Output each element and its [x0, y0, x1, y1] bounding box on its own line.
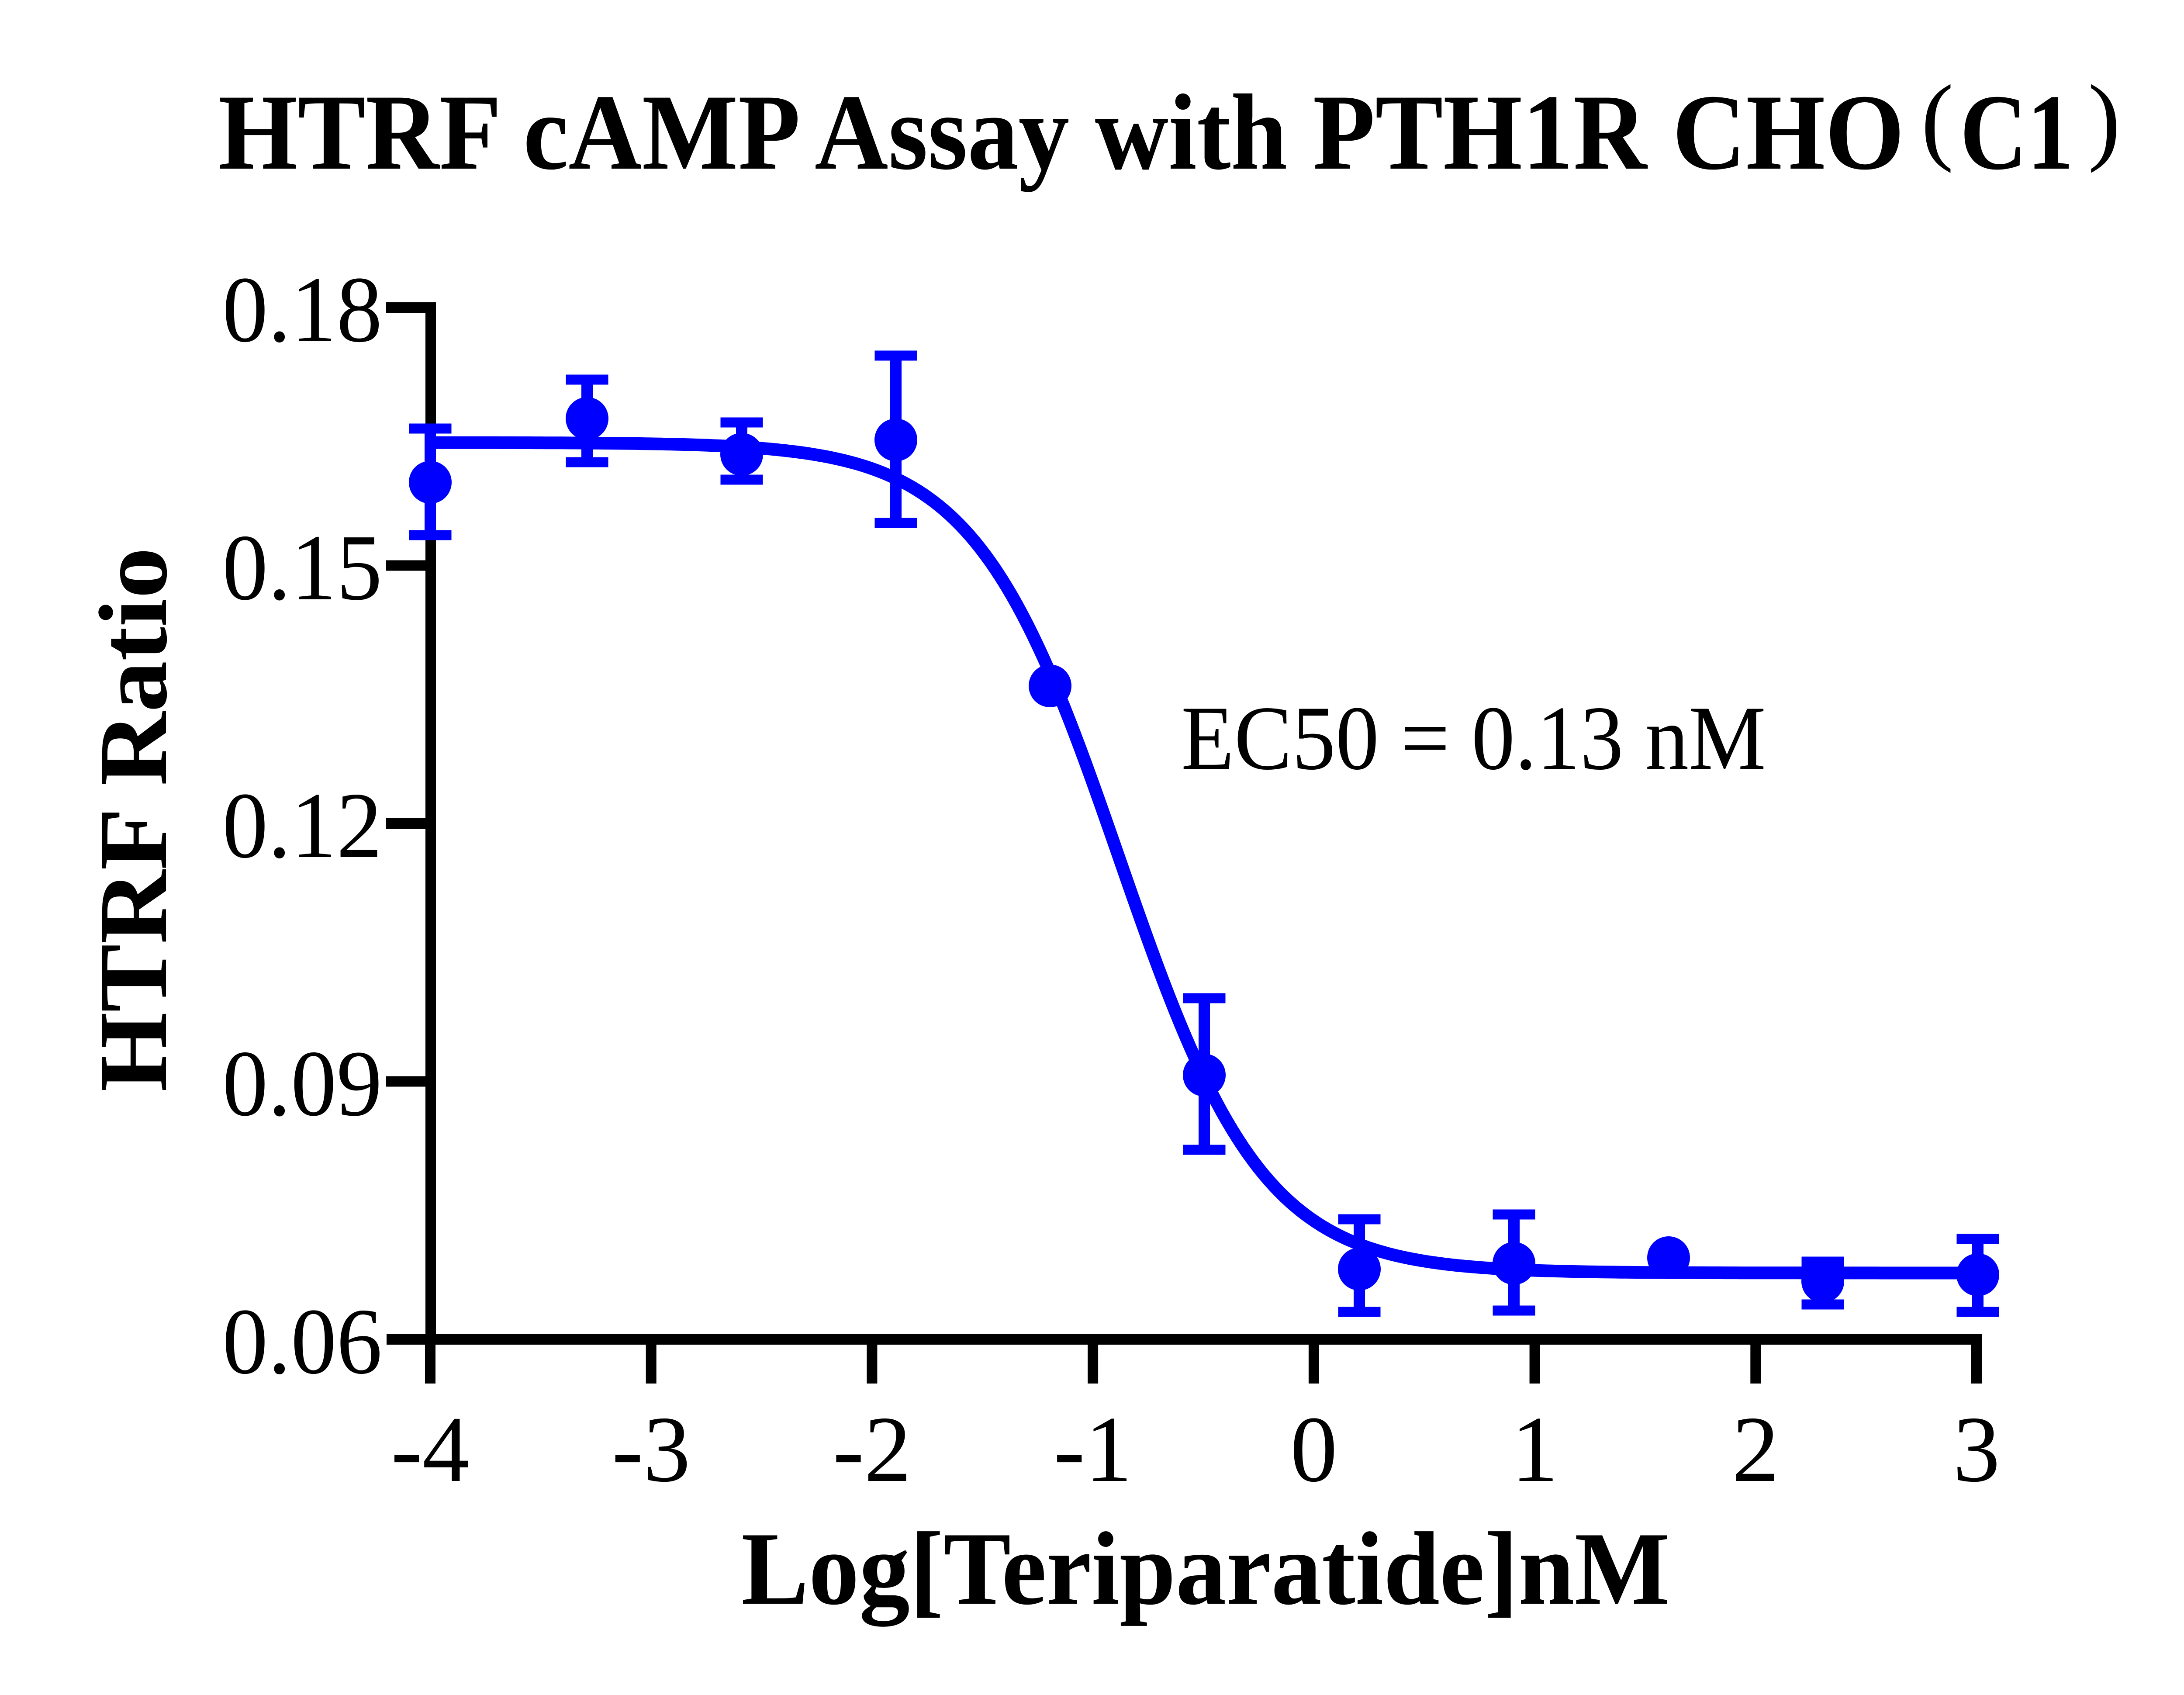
svg-text:1: 1 [1511, 1397, 1559, 1501]
svg-text:0.12: 0.12 [222, 773, 382, 878]
svg-text:0.18: 0.18 [222, 257, 382, 362]
svg-text:0.06: 0.06 [222, 1289, 382, 1394]
svg-text:-2: -2 [833, 1397, 911, 1501]
svg-text:-4: -4 [391, 1397, 470, 1501]
svg-text:-1: -1 [1054, 1397, 1132, 1501]
svg-text:C1: C1 [1960, 72, 2073, 192]
svg-text:0.15: 0.15 [222, 515, 382, 620]
svg-text:0: 0 [1290, 1397, 1337, 1501]
svg-text:HTRF cAMP Assay with PTH1R CHO: HTRF cAMP Assay with PTH1R CHO [218, 72, 1904, 192]
svg-text:0.09: 0.09 [222, 1031, 382, 1136]
svg-text:Log[Teriparatide]nM: Log[Teriparatide]nM [741, 1511, 1670, 1627]
svg-text:HTRF Ratio: HTRF Ratio [79, 547, 187, 1092]
svg-text:3: 3 [1953, 1397, 2000, 1501]
svg-text:2: 2 [1732, 1397, 1779, 1501]
svg-text:): ) [2088, 65, 2121, 173]
svg-text:(: ( [1921, 65, 1954, 173]
svg-text:-3: -3 [612, 1397, 691, 1501]
svg-text:EC50 = 0.13 nM: EC50 = 0.13 nM [1181, 688, 1766, 789]
